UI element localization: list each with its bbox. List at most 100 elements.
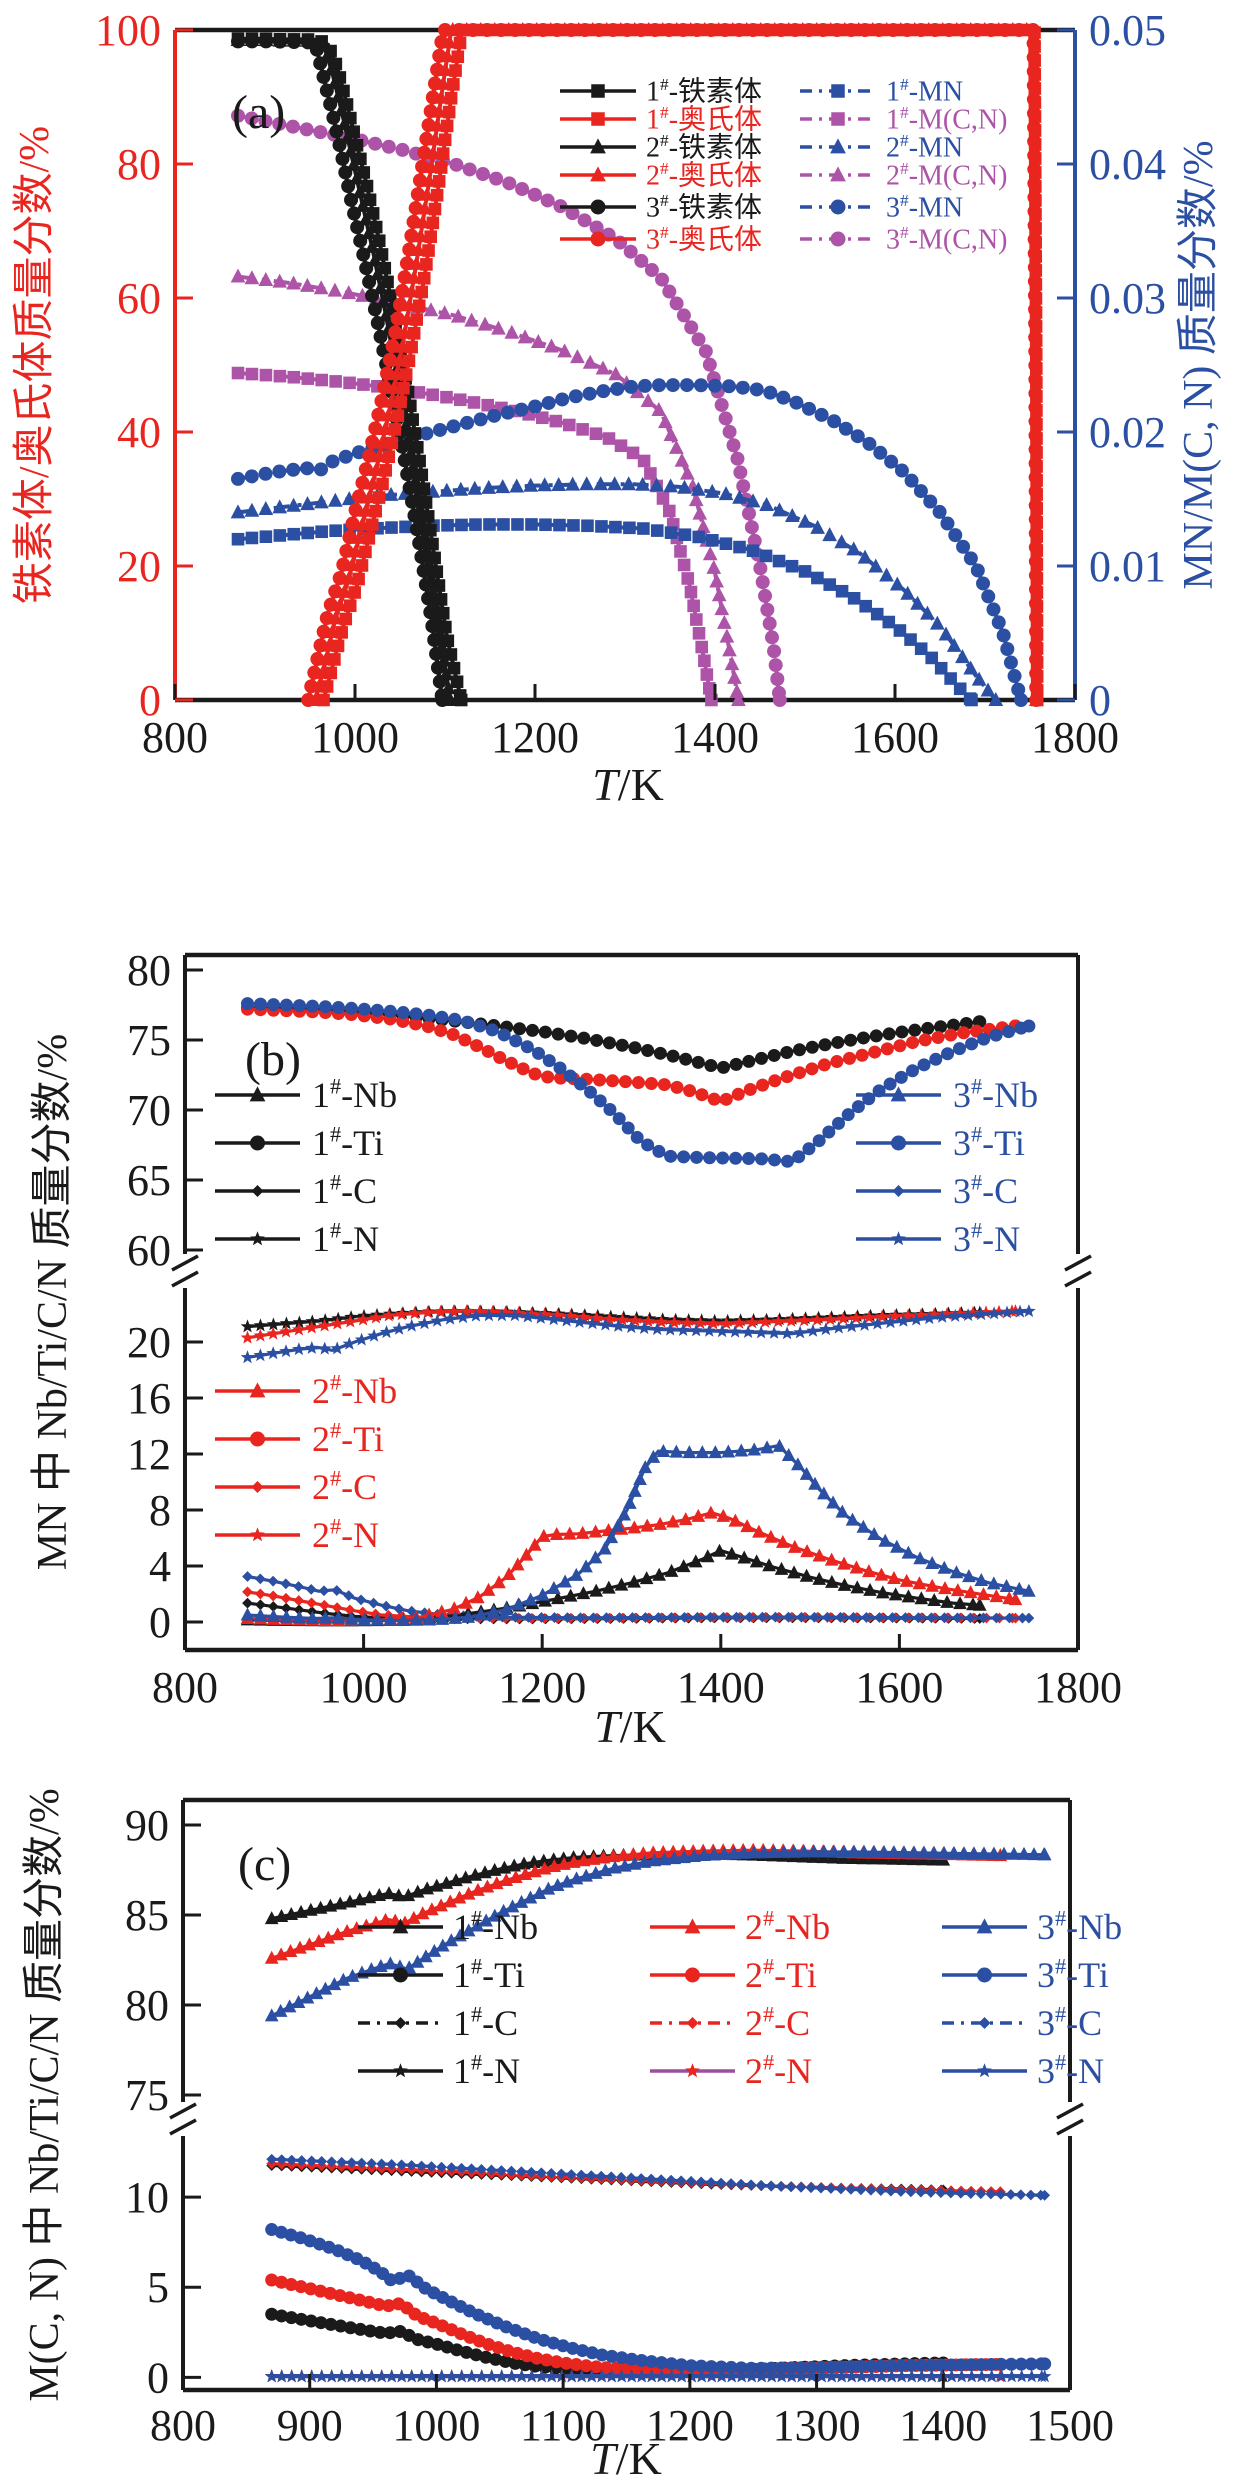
sdiamond-marker [731,1611,742,1623]
sdiamond-marker [705,1611,716,1623]
circle-marker [352,489,367,504]
star-marker [948,1308,962,1322]
triangle-marker [536,1853,551,1867]
triangle-marker [888,1587,903,1601]
square-marker [1030,488,1043,501]
triangle-marker [330,1927,345,1941]
sdiamond-marker [861,1612,872,1623]
star-marker [374,2369,389,2383]
circle-marker [665,378,680,393]
axis-break-slash [171,1254,199,1272]
circle-marker [862,436,877,451]
sdiamond-marker [991,1612,1002,1624]
circle-marker [934,2358,948,2372]
triangle-marker [474,1607,488,1621]
circle-marker [731,1087,745,1101]
circle-marker [473,1019,487,1033]
circle-marker [566,2341,580,2355]
triangle-marker [562,1526,577,1540]
circle-marker [500,405,515,420]
series-line [271,2227,1045,2371]
circle-marker [662,284,677,299]
series-b3-ti [241,997,1036,1168]
circle-marker [540,2353,554,2367]
sdiamond-marker [900,1612,911,1624]
circle-marker [274,2275,288,2289]
square-marker [785,559,799,573]
circle-marker [707,378,722,393]
legend-entry-3-c: 3#-C [856,1170,1018,1211]
square-marker [848,23,862,37]
sdiamond-marker [306,1597,317,1609]
star-marker [706,1316,721,1330]
triangle-marker [875,1585,890,1599]
square-marker [339,612,353,626]
square-marker [354,152,367,166]
triangle-marker [653,1516,667,1530]
legend-entry-1-铁素体: 1#-铁素体 [560,75,762,108]
series-2-mcn [230,268,746,706]
square-marker [862,23,876,37]
triangle-marker [523,1592,538,1606]
circle-marker [742,1152,756,1166]
circle-marker [565,206,580,221]
legend-entry-1-nb: 1#-Nb [215,1074,397,1115]
circle-marker [724,2360,738,2374]
circle-marker [628,1041,642,1055]
triangle-marker [383,1612,398,1626]
star-marker [1014,2369,1029,2383]
triangle-marker [677,479,692,494]
triangle-marker [332,597,348,612]
square-marker [1028,26,1041,39]
tick-label: 0.01 [1089,542,1166,591]
sdiamond-marker [757,1611,768,1623]
triangle-marker [688,1554,703,1568]
sdiamond-marker [255,1599,266,1611]
circle-marker [794,2361,808,2375]
legend-label: 1#-奥氏体 [646,103,762,136]
circle-marker [421,1020,435,1034]
tick-label: 65 [127,1156,171,1205]
circle-marker [856,1031,870,1045]
triangle-marker [687,1849,701,1863]
square-marker [426,388,439,402]
triangle-marker [410,1884,425,1898]
circle-marker [941,1047,955,1061]
star-marker [266,1346,280,1360]
circle-marker [906,1036,920,1050]
star-marker [253,1348,268,1362]
square-marker [363,193,377,207]
sdiamond-marker [679,1611,690,1623]
triangle-marker [272,499,288,514]
triangle-marker [925,1578,940,1592]
star-marker [404,1318,419,1332]
star-marker [356,1312,370,1326]
triangle-marker [826,1495,840,1509]
circle-marker [357,1002,371,1016]
sdiamond-marker [565,2169,577,2180]
star-marker [857,1318,872,1331]
tick-label: 10 [125,2173,169,2222]
circle-marker [530,2351,544,2365]
circle-marker [582,386,597,401]
square-marker [650,524,664,537]
triangle-marker [837,1556,851,1570]
triangle-marker [925,1555,940,1569]
square-marker [301,372,315,385]
triangle-marker [328,610,343,625]
square-marker [324,666,338,680]
circle-marker [331,1001,345,1015]
triangle-marker [835,1504,850,1518]
triangle-marker [588,1524,603,1538]
star-marker [888,1309,902,1323]
circle-marker [704,2360,718,2374]
circle-marker [325,454,340,469]
square-marker [582,23,596,37]
square-marker [1028,110,1042,123]
square-marker [1030,628,1044,641]
sdiamond-marker [692,1611,703,1623]
triangle-marker [914,1591,929,1605]
sdiamond-marker [386,2158,397,2170]
legend-label: 2#-奥氏体 [646,159,762,192]
circle-marker [555,392,570,407]
